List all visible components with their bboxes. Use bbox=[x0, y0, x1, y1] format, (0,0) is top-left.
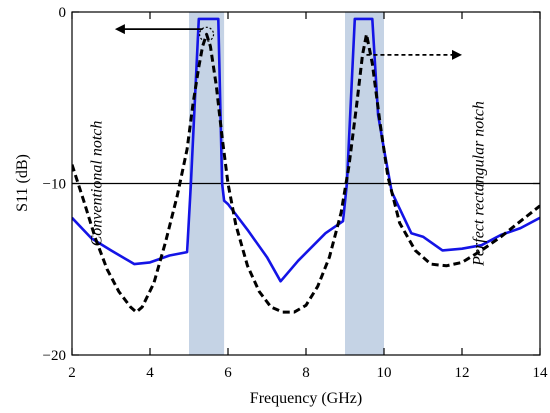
annotation-left: Conventional notch bbox=[88, 121, 105, 247]
x-axis-title: Frequency (GHz) bbox=[250, 390, 362, 407]
x-tick-label: 14 bbox=[533, 365, 549, 381]
arrowhead-left bbox=[114, 24, 125, 35]
y-tick-label: −20 bbox=[43, 348, 66, 364]
annotation-right: Perfect rectangular notch bbox=[470, 101, 487, 267]
x-tick-label: 2 bbox=[68, 365, 76, 381]
annotations: Conventional notch Perfect rectangular no… bbox=[88, 24, 487, 267]
notch-marker-circle bbox=[198, 26, 215, 42]
x-tick-label: 6 bbox=[224, 365, 232, 381]
y-tick-label: 0 bbox=[59, 5, 67, 21]
y-axis: 0 −10 −20 bbox=[43, 5, 540, 364]
x-axis: 2 4 6 8 10 12 14 bbox=[68, 12, 548, 381]
y-tick-label: −10 bbox=[43, 177, 66, 193]
arrowhead-right bbox=[452, 49, 462, 60]
series-rectangular-line bbox=[72, 17, 540, 283]
x-tick-label: 4 bbox=[146, 365, 154, 381]
x-tick-label: 10 bbox=[377, 365, 392, 381]
y-axis-title: S11 (dB) bbox=[14, 154, 31, 212]
x-tick-label: 12 bbox=[455, 365, 470, 381]
series-conventional-line bbox=[72, 32, 540, 314]
x-tick-label: 8 bbox=[302, 365, 310, 381]
series-layer bbox=[72, 17, 540, 314]
